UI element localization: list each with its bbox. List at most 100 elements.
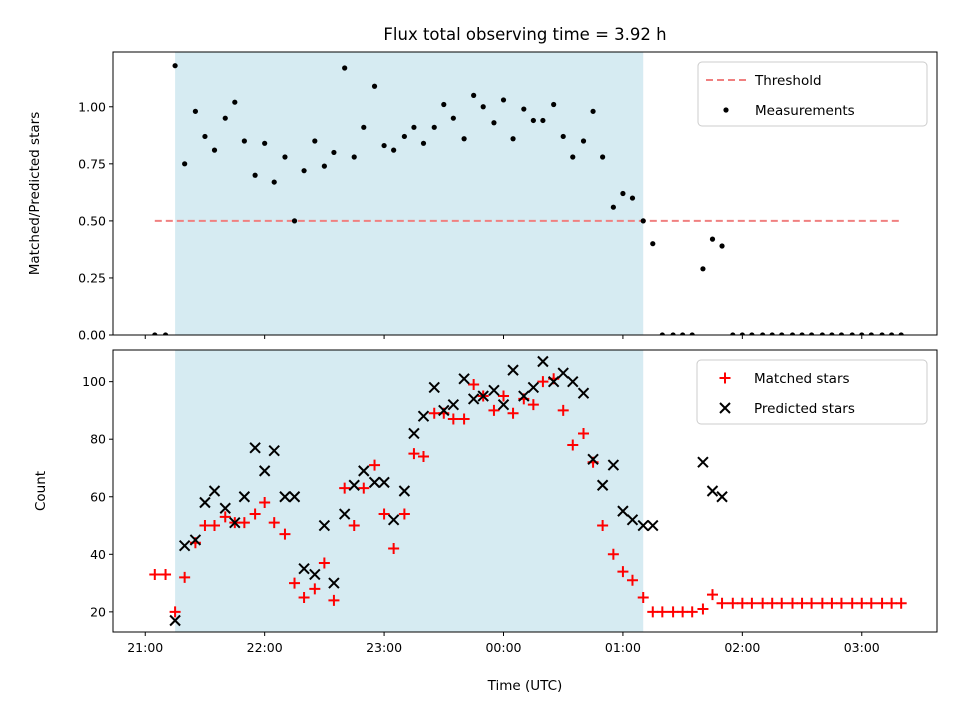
data-point <box>468 379 480 391</box>
series-measurements <box>152 63 904 335</box>
data-point <box>697 603 709 615</box>
legend-label: Measurements <box>755 103 855 119</box>
data-point <box>471 92 477 98</box>
data-point <box>391 147 397 153</box>
data-point <box>706 485 719 497</box>
data-point <box>739 332 745 335</box>
observing-span <box>175 52 644 335</box>
data-point <box>507 407 519 419</box>
data-point <box>162 332 169 335</box>
data-point <box>776 597 788 609</box>
data-point <box>477 390 489 402</box>
data-point <box>626 574 638 586</box>
data-point <box>378 508 390 520</box>
data-point <box>211 147 218 153</box>
data-point <box>458 413 470 425</box>
legend-box <box>697 61 928 127</box>
data-point <box>889 332 895 335</box>
count-panel: 20 40 60 80 100 21:00 22:00 23:00 00:00 01:00 02:0… <box>33 349 938 694</box>
data-point <box>441 101 447 108</box>
y-tick-label: 20 <box>90 604 106 619</box>
y-tick-label: 1.00 <box>78 99 106 114</box>
data-point <box>268 445 280 457</box>
data-point <box>500 97 507 103</box>
y-axis-label: Count <box>33 471 49 511</box>
data-point <box>507 364 519 376</box>
data-point <box>358 465 370 477</box>
data-point <box>497 398 510 411</box>
data-point <box>182 161 188 167</box>
y-tick-label: 0.50 <box>78 213 106 228</box>
data-point <box>241 138 247 144</box>
data-point <box>580 138 587 144</box>
data-point <box>826 597 838 609</box>
data-point <box>736 597 748 609</box>
legend: Matched stars Predicted stars <box>696 359 928 425</box>
data-point <box>587 453 599 466</box>
data-point <box>408 448 420 460</box>
data-point <box>431 124 437 130</box>
data-point <box>417 450 429 462</box>
data-point <box>420 140 427 146</box>
data-point <box>629 195 636 201</box>
data-point <box>348 479 360 491</box>
data-point <box>152 332 158 335</box>
y-tick-label: 80 <box>90 432 106 447</box>
data-point <box>816 597 828 609</box>
legend-label: Threshold <box>754 73 822 89</box>
y-tick-label: 0.25 <box>78 270 106 285</box>
data-point <box>169 614 181 627</box>
data-point <box>358 482 370 494</box>
data-point <box>716 597 728 609</box>
data-point <box>447 398 460 411</box>
data-point <box>757 597 769 609</box>
data-point <box>846 597 858 609</box>
data-point <box>819 332 825 335</box>
data-point <box>268 517 280 529</box>
data-point <box>387 514 400 526</box>
data-point <box>279 491 291 503</box>
data-point <box>249 442 261 454</box>
data-point <box>769 332 775 335</box>
data-point <box>716 491 728 503</box>
x-tick-label: 00:00 <box>485 640 521 655</box>
data-point <box>301 168 307 174</box>
data-point <box>369 459 381 471</box>
data-point <box>719 243 725 249</box>
legend-label: Matched stars <box>754 371 850 387</box>
data-point <box>328 594 340 606</box>
data-point <box>318 519 331 532</box>
data-point <box>219 511 231 523</box>
data-point <box>417 410 430 422</box>
data-point <box>202 133 208 140</box>
data-point <box>428 407 440 419</box>
data-point <box>540 117 546 124</box>
data-point <box>149 568 161 580</box>
axes-frame <box>112 51 938 336</box>
data-point <box>686 606 698 618</box>
data-point <box>238 491 251 503</box>
data-point <box>328 577 340 589</box>
data-point <box>318 557 330 569</box>
data-point <box>766 597 778 609</box>
series-predicted-stars <box>169 355 728 627</box>
data-point <box>279 528 291 540</box>
data-point <box>898 332 904 335</box>
data-point <box>388 543 400 555</box>
data-point <box>607 459 620 471</box>
data-point <box>697 456 709 468</box>
data-point <box>895 597 907 609</box>
data-point <box>199 520 211 532</box>
data-point <box>309 583 321 595</box>
y-tick-label: 100 <box>82 374 106 389</box>
data-point <box>488 404 500 416</box>
data-point <box>258 465 271 477</box>
data-point <box>577 387 590 399</box>
x-tick-label: 03:00 <box>844 640 880 655</box>
data-point <box>680 332 686 335</box>
data-point <box>829 332 835 335</box>
data-point <box>760 332 766 335</box>
data-point <box>806 597 818 609</box>
data-point <box>849 332 855 335</box>
